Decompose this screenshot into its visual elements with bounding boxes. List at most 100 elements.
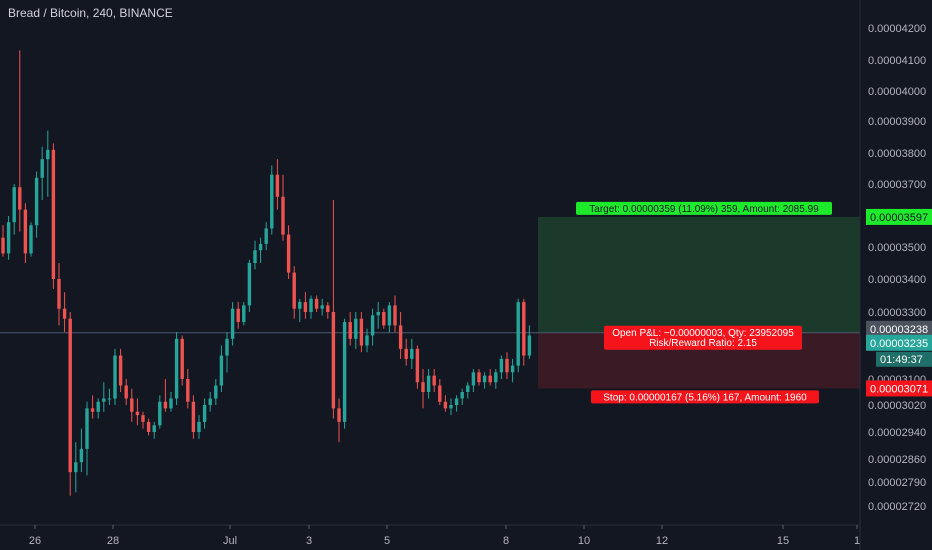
candle-body xyxy=(12,187,16,223)
candle xyxy=(163,379,168,412)
target-label-text: Target: 0.00000359 (11.09%) 359, Amount:… xyxy=(589,204,819,215)
price-tick-label: 0.00003900 xyxy=(868,116,926,128)
candle xyxy=(460,388,464,405)
candle xyxy=(494,368,498,389)
candle-body xyxy=(202,405,207,422)
candle xyxy=(387,302,392,333)
price-axis[interactable]: 0.00004200 0.00004100 0.00004000 0.00003900… xyxy=(868,23,926,513)
candle-body xyxy=(6,222,11,254)
target-label-box xyxy=(576,201,832,215)
candle xyxy=(527,325,532,359)
candle-body xyxy=(146,421,151,432)
candle-body xyxy=(432,375,436,386)
candle xyxy=(23,203,28,263)
price-tick-label: 0.00003700 xyxy=(868,179,926,191)
candle xyxy=(522,298,526,366)
candle xyxy=(34,171,39,238)
candle xyxy=(510,358,515,383)
candle xyxy=(426,368,431,399)
candle-body xyxy=(180,338,184,379)
candle-body xyxy=(219,355,224,386)
candle xyxy=(359,312,364,353)
stop-label-text: Stop: 0.00000167 (5.16%) 167, Amount: 19… xyxy=(603,392,807,403)
candle xyxy=(410,338,414,369)
candle-body xyxy=(208,398,212,405)
time-tick-label: 28 xyxy=(107,535,119,547)
target-price-badge-text: 0.00003597 xyxy=(870,212,928,224)
candle xyxy=(197,415,201,439)
price-tick-label: 0.00003300 xyxy=(868,307,926,319)
candle xyxy=(488,368,492,386)
candle-body xyxy=(197,421,201,432)
candle-body xyxy=(191,401,196,432)
time-axis[interactable]: 26 28 Jul 3 5 8 10 12 15 1 xyxy=(29,525,860,547)
candle xyxy=(169,392,173,412)
candle xyxy=(242,302,246,326)
candle-body xyxy=(527,335,532,356)
candle-body xyxy=(264,228,268,244)
candle-body xyxy=(426,375,431,392)
candle-body xyxy=(90,408,95,412)
candle-body xyxy=(314,298,319,309)
candle-body xyxy=(331,312,336,409)
candle xyxy=(46,130,50,197)
time-tick-label: 1 xyxy=(854,535,860,547)
candle xyxy=(354,312,358,349)
price-tick-label: 0.00003800 xyxy=(868,148,926,160)
candle xyxy=(482,372,487,389)
time-tick-label: 3 xyxy=(306,535,312,547)
candle xyxy=(124,379,128,405)
candle xyxy=(225,332,229,373)
candle xyxy=(51,143,56,289)
price-tick-label: 0.00002860 xyxy=(868,454,926,466)
candle-body xyxy=(275,174,280,197)
entry-price-badge-text: 0.00003238 xyxy=(870,324,928,336)
candle xyxy=(236,302,240,329)
candle-body xyxy=(365,335,369,346)
candle xyxy=(415,345,420,389)
candle-body xyxy=(320,305,324,309)
candle-body xyxy=(242,305,246,323)
candle xyxy=(253,240,257,270)
candle xyxy=(499,355,504,379)
candle-body xyxy=(421,382,425,392)
candle xyxy=(466,382,470,399)
candle xyxy=(421,368,425,409)
candle-body xyxy=(57,279,61,309)
candle xyxy=(477,368,481,386)
candle xyxy=(382,308,386,329)
candle xyxy=(107,388,112,405)
candle-body xyxy=(214,385,218,399)
candle-body xyxy=(393,305,397,326)
candle-body xyxy=(186,379,190,402)
candle xyxy=(393,295,397,333)
candle xyxy=(90,395,95,419)
price-tick-label: 0.00002720 xyxy=(868,501,926,513)
candle xyxy=(292,266,296,319)
candle-body xyxy=(46,149,50,160)
candle-body xyxy=(303,302,308,312)
time-tick-label: 10 xyxy=(578,535,590,547)
candle-body xyxy=(387,305,392,326)
price-tick-label: 0.00002790 xyxy=(868,477,926,489)
stop-price-badge xyxy=(866,380,932,397)
candle xyxy=(298,298,302,323)
candle xyxy=(62,292,67,333)
candle xyxy=(202,398,207,429)
candle xyxy=(432,368,436,392)
candle-body xyxy=(398,325,403,349)
candle xyxy=(18,50,22,232)
chart-title: Bread / Bitcoin, 240, BINANCE xyxy=(8,6,173,20)
candle-body xyxy=(482,375,487,383)
candle-body xyxy=(23,209,28,254)
target-zone[interactable] xyxy=(538,216,860,333)
candle-body xyxy=(309,298,313,312)
target-price-badge xyxy=(866,208,932,225)
time-tick-label: 26 xyxy=(29,535,41,547)
candle-body xyxy=(18,187,22,210)
candle xyxy=(174,332,179,405)
candle xyxy=(29,222,33,257)
candle-body xyxy=(292,272,296,309)
candle xyxy=(191,395,196,439)
